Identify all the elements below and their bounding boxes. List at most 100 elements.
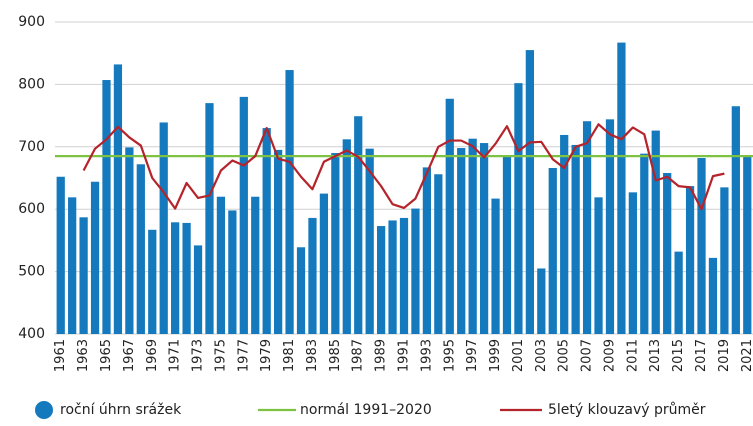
x-tick-label: 2011 <box>625 339 640 372</box>
y-tick-label: 400 <box>18 326 45 342</box>
bar <box>697 158 706 334</box>
bar <box>102 80 111 334</box>
legend-label: roční úhrn srážek <box>60 402 182 418</box>
bar <box>205 103 214 335</box>
x-tick-label: 1993 <box>419 339 434 372</box>
bar <box>502 155 512 334</box>
y-tick-label: 500 <box>18 264 45 280</box>
bar <box>720 187 729 334</box>
bar <box>216 196 226 334</box>
bar <box>251 196 260 334</box>
x-tick-label: 1967 <box>122 339 137 372</box>
bar <box>457 148 466 334</box>
x-tick-label: 2007 <box>580 339 595 372</box>
bar <box>228 210 237 334</box>
bar <box>125 147 134 334</box>
x-tick-label: 1991 <box>397 339 412 372</box>
bar <box>537 268 546 334</box>
x-tick-label: 1973 <box>191 339 206 372</box>
legend-label: 5letý klouzavý průměr <box>548 402 706 418</box>
x-tick-label: 1999 <box>488 339 503 372</box>
bar <box>548 168 557 334</box>
bar <box>731 106 740 335</box>
bar <box>743 156 752 334</box>
x-tick-label: 1995 <box>442 339 457 372</box>
y-tick-label: 900 <box>18 14 45 30</box>
x-tick-label: 1965 <box>99 339 114 372</box>
x-tick-label: 2009 <box>602 339 617 372</box>
bar <box>136 164 145 334</box>
bar <box>296 247 306 334</box>
bar <box>376 226 386 334</box>
bar <box>411 208 420 334</box>
bar <box>354 116 363 334</box>
x-tick-label: 1981 <box>282 339 297 372</box>
bar <box>434 174 443 334</box>
bar <box>571 144 580 334</box>
bar <box>274 149 283 334</box>
legend-label: normál 1991–2020 <box>300 402 432 418</box>
x-tick-label: 2005 <box>557 339 572 372</box>
bar <box>685 186 695 334</box>
bar <box>342 139 351 334</box>
x-tick-label: 2019 <box>717 339 732 372</box>
bar <box>319 193 329 334</box>
bar <box>171 222 180 334</box>
bar <box>605 119 615 335</box>
x-tick-label: 1971 <box>168 339 183 372</box>
bar <box>193 245 203 334</box>
x-tick-label: 1983 <box>305 339 320 372</box>
x-tick-label: 1989 <box>374 339 389 372</box>
x-tick-label: 1987 <box>351 339 366 372</box>
bar <box>68 197 77 334</box>
bar <box>285 70 294 334</box>
bar <box>582 121 592 334</box>
x-tick-label: 1975 <box>213 339 228 372</box>
bar <box>468 138 477 334</box>
bar <box>445 98 454 334</box>
x-tick-label: 1997 <box>465 339 480 372</box>
y-tick-label: 600 <box>18 201 45 217</box>
bar <box>663 173 672 334</box>
bar <box>182 222 191 334</box>
bar <box>388 220 397 334</box>
x-tick-label: 2003 <box>534 339 549 372</box>
bar <box>79 217 88 334</box>
bar <box>651 130 660 334</box>
bar <box>594 197 603 334</box>
bar <box>148 229 157 334</box>
x-tick-label: 2015 <box>671 339 686 372</box>
bar <box>560 134 569 334</box>
bar <box>514 83 523 334</box>
x-tick-label: 1961 <box>53 339 68 372</box>
bar <box>399 217 409 334</box>
x-tick-label: 2001 <box>511 339 526 372</box>
legend-swatch <box>35 401 53 419</box>
bar <box>674 251 683 334</box>
x-tick-label: 2017 <box>694 339 709 372</box>
bar <box>628 192 637 334</box>
bar <box>56 176 65 334</box>
y-tick-label: 800 <box>18 76 45 92</box>
x-tick-label: 1977 <box>236 339 251 372</box>
bar <box>617 42 626 334</box>
bar <box>525 50 534 335</box>
bar <box>491 198 500 334</box>
x-tick-label: 1963 <box>76 339 91 372</box>
bar <box>331 153 340 334</box>
bar <box>308 217 317 334</box>
bar <box>113 64 123 334</box>
moving-average-line <box>82 123 725 211</box>
bar <box>159 122 168 335</box>
x-tick-label: 1985 <box>328 339 343 372</box>
bar <box>365 148 374 334</box>
bar <box>239 96 248 334</box>
bar <box>640 153 649 334</box>
x-tick-label: 2021 <box>740 339 753 372</box>
bar <box>262 128 271 334</box>
bar <box>90 181 100 334</box>
x-tick-label: 1979 <box>259 339 274 372</box>
bar <box>479 143 489 334</box>
x-tick-label: 2013 <box>648 339 663 372</box>
